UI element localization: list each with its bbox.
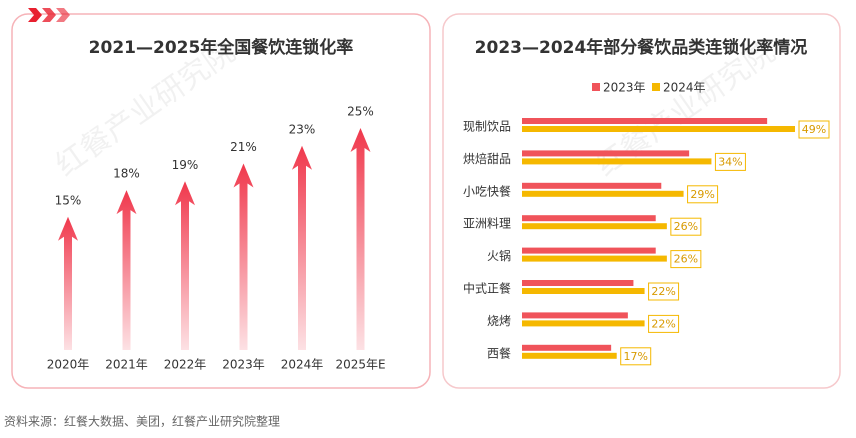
label-box <box>648 314 680 333</box>
label-box <box>670 250 702 269</box>
y-tick-label: 西餐 <box>487 345 511 360</box>
bar <box>522 118 768 124</box>
value-label: 49% <box>802 123 826 136</box>
chevrons <box>28 8 70 22</box>
y-tick-label: 火锅 <box>487 248 511 263</box>
arrow <box>233 163 254 350</box>
arrow <box>175 181 195 350</box>
bar <box>522 280 634 286</box>
legend-swatch <box>592 83 600 91</box>
value-label: 17% <box>623 350 647 363</box>
y-tick-label: 烘焙甜品 <box>463 151 511 166</box>
chart-title: 2023—2024年部分餐饮品类连锁化率情况 <box>475 37 808 58</box>
x-tick-label: 2020年 <box>47 358 90 372</box>
y-tick-label: 小吃快餐 <box>463 183 511 198</box>
x-tick-label: 2025年E <box>335 358 385 372</box>
bar <box>522 312 628 319</box>
source: 资料来源：红餐大数据、美团，红餐产业研究院整理 <box>4 414 280 429</box>
left-panel <box>11 13 431 389</box>
bar <box>522 150 690 157</box>
value-label: 26% <box>674 220 698 233</box>
bar <box>522 190 684 197</box>
x-tick-label: 2022年 <box>164 358 207 372</box>
value-label: 22% <box>651 317 675 330</box>
value-label: 21% <box>230 140 257 154</box>
legend-swatch <box>652 83 660 91</box>
arrow <box>350 128 371 350</box>
label-box <box>670 217 702 236</box>
bar <box>522 288 645 294</box>
y-tick-label: 现制饮品 <box>463 120 511 134</box>
x-tick-label: 2023年 <box>222 358 265 372</box>
bar <box>522 247 656 254</box>
value-label: 25% <box>347 105 374 119</box>
x-tick-label: 2021年 <box>105 358 148 372</box>
y-tick-label: 中式正餐 <box>463 281 511 296</box>
bar <box>522 158 712 165</box>
bar <box>522 126 795 132</box>
label-box <box>648 282 680 301</box>
legend-label: 2023年 <box>603 81 646 95</box>
right-panel <box>442 13 841 389</box>
x-tick-label: 2024年 <box>281 358 324 372</box>
bar <box>522 320 645 327</box>
value-label: 22% <box>651 285 675 298</box>
label-box <box>620 347 652 366</box>
value-label: 26% <box>674 253 698 266</box>
legend-label: 2024年 <box>663 81 706 95</box>
value-label: 15% <box>55 193 82 207</box>
label-box <box>714 152 746 171</box>
bar <box>522 215 656 222</box>
chart-title: 2021—2025年全国餐饮连锁化率 <box>89 37 354 58</box>
arrow <box>292 145 312 350</box>
bar <box>522 182 662 189</box>
bar <box>522 223 667 230</box>
y-tick-label: 亚洲料理 <box>463 217 511 231</box>
value-label: 23% <box>289 122 316 136</box>
bar <box>522 344 612 351</box>
y-tick-label: 烧烤 <box>487 313 511 328</box>
arrow <box>58 216 78 350</box>
value-label: 19% <box>172 158 199 172</box>
arrow <box>116 190 137 350</box>
value-label: 34% <box>718 155 742 168</box>
bar <box>522 255 667 262</box>
bar <box>522 352 617 359</box>
value-label: 18% <box>113 167 140 181</box>
label-box <box>687 185 719 204</box>
value-label: 29% <box>690 188 714 201</box>
label-box <box>798 120 830 139</box>
